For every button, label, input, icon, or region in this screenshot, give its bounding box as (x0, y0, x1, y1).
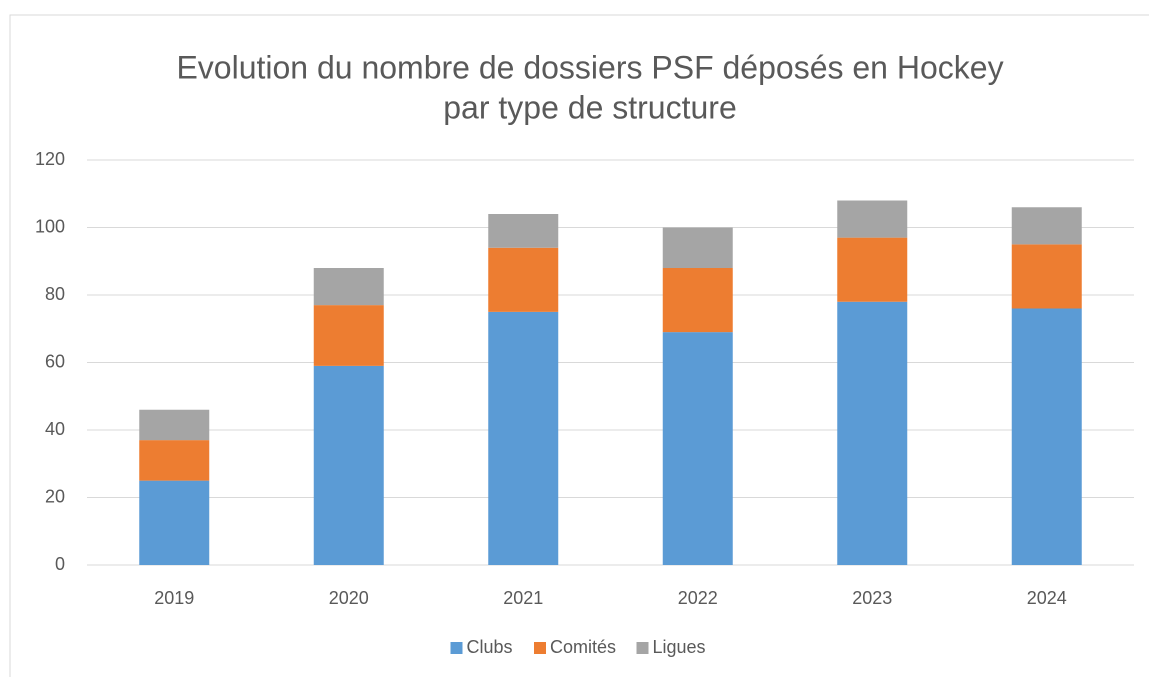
legend-label: Ligues (653, 637, 706, 657)
legend-swatch (636, 642, 649, 654)
bar-segment (662, 227, 733, 268)
bar-segment (662, 332, 733, 565)
y-tick-label: 120 (35, 149, 65, 169)
legend-label: Clubs (467, 637, 513, 657)
x-tick-label: 2019 (154, 588, 194, 608)
bar-segment (837, 301, 908, 565)
legend-label: Comités (550, 637, 616, 657)
bar-segment (662, 268, 733, 333)
bar-segment (139, 480, 210, 565)
bar-segment (313, 268, 384, 306)
x-tick-label: 2020 (329, 588, 369, 608)
y-tick-label: 60 (45, 351, 65, 371)
y-tick-label: 20 (45, 486, 65, 506)
bar-segment (313, 305, 384, 366)
y-tick-label: 0 (55, 554, 65, 574)
bar-segment (139, 440, 210, 481)
y-tick-label: 80 (45, 284, 65, 304)
x-tick-label: 2021 (503, 588, 543, 608)
bar-segment (1011, 207, 1082, 245)
bar-segment (488, 214, 559, 248)
bar-segment (1011, 308, 1082, 565)
legend-swatch (450, 642, 463, 654)
bar-segment (837, 200, 908, 238)
chart-frame (9, 14, 1149, 677)
bar-segment (488, 311, 559, 565)
bar-segment (139, 409, 210, 441)
x-tick-label: 2024 (1027, 588, 1067, 608)
legend-swatch (534, 642, 546, 654)
x-tick-label: 2022 (678, 588, 718, 608)
chart-title: Evolution du nombre de dossiers PSF dépo… (176, 49, 1003, 85)
chart-title: par type de structure (443, 89, 736, 125)
bar-segment (1011, 244, 1082, 309)
bar-segment (488, 247, 559, 312)
y-tick-label: 40 (45, 419, 65, 439)
bar-segment (837, 237, 908, 302)
bar-segment (313, 365, 384, 565)
y-tick-label: 100 (35, 216, 65, 236)
x-tick-label: 2023 (852, 588, 892, 608)
